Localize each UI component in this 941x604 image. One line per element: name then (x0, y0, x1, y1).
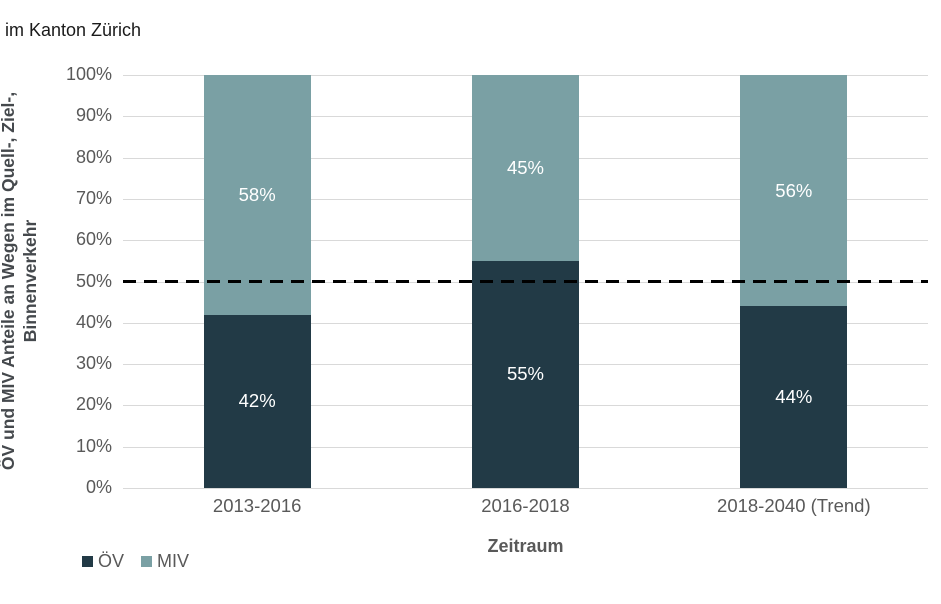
x-tick-label: 2018-2040 (Trend) (717, 495, 871, 516)
bar-segment-MIV: 58% (203, 75, 311, 315)
legend-swatch-icon (141, 556, 153, 567)
y-tick-label: 40% (75, 311, 112, 332)
bar-value-label: 55% (506, 363, 544, 385)
plot-area: 58% 42% 45% 55% 56% 44% (123, 75, 928, 489)
y-tick-label: 80% (75, 146, 112, 167)
bar-value-label: 58% (238, 183, 276, 205)
legend-item-ÖV: ÖV (82, 551, 124, 572)
legend-label: MIV (157, 551, 190, 571)
y-tick-label: 90% (75, 105, 112, 126)
bar-segment-MIV: 56% (740, 75, 848, 307)
bar-segment-ÖV: 42% (203, 314, 311, 488)
x-tick-labels: 2013-2016 2016-2018 2018-2040 (Trend) (123, 495, 928, 517)
y-tick-label: 60% (75, 229, 112, 250)
chart-title: im Kanton Zürich (5, 20, 142, 40)
y-tick-label: 30% (75, 353, 112, 374)
legend-label: ÖV (98, 551, 125, 571)
bar-value-label: 45% (506, 156, 544, 178)
reference-line-50pct (123, 280, 928, 283)
bar-segment-ÖV: 44% (740, 306, 848, 488)
bar-segment-MIV: 45% (471, 75, 579, 261)
y-tick-label: 70% (75, 187, 112, 208)
y-tick-label: 100% (65, 64, 112, 84)
x-tick-label: 2016-2018 (481, 495, 570, 516)
y-tick-labels: 0% 10% 20% 30% 40% 50% 60% 70% 80% 90% 100% (8, 64, 112, 497)
bar-value-label: 42% (238, 390, 276, 412)
y-tick-label: 50% (75, 270, 112, 291)
y-tick-label: 10% (75, 435, 112, 456)
bar-segment-ÖV: 55% (471, 260, 579, 488)
legend-item-MIV: MIV (141, 551, 189, 572)
x-axis-title: Zeitraum (487, 536, 564, 556)
gridline (123, 488, 928, 489)
bar-value-label: 56% (775, 179, 813, 201)
bar-2013-2016: 58% 42% (203, 75, 311, 488)
legend: ÖV MIV (82, 551, 189, 572)
bars: 58% 42% 45% 55% 56% 44% (123, 75, 928, 488)
y-tick-label: 20% (75, 394, 112, 415)
y-tick-label: 0% (85, 477, 112, 497)
legend-swatch-icon (82, 556, 93, 567)
bar-2016-2018: 45% 55% (471, 75, 579, 488)
x-tick-label: 2013-2016 (212, 495, 302, 516)
bar-2018-2040 (Trend): 56% 44% (740, 75, 848, 488)
bar-value-label: 44% (775, 386, 813, 408)
